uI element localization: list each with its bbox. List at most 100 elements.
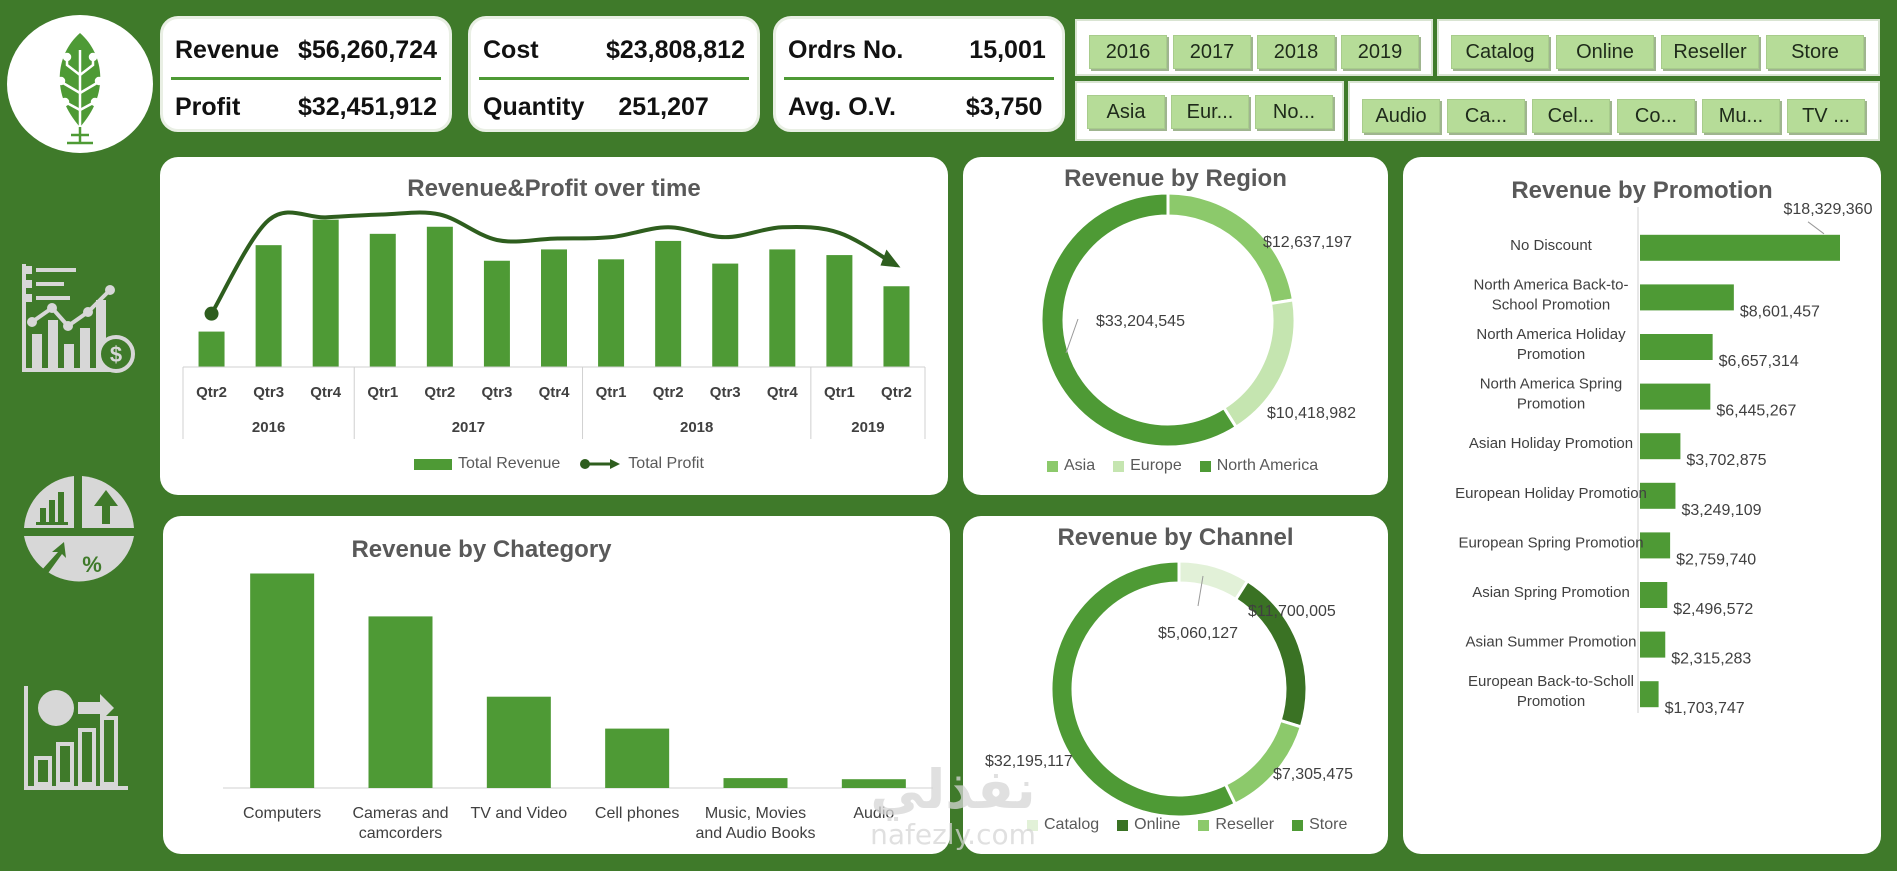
promotion-value-label: $2,759,740 xyxy=(1676,551,1756,568)
region-data-label: $33,204,545 xyxy=(1096,313,1185,330)
category-slicer: Audio Ca... Cel... Co... Mu... TV ... xyxy=(1348,81,1880,141)
revenue-bar xyxy=(655,240,682,367)
slicer-channel-reseller[interactable]: Reseller xyxy=(1661,35,1759,69)
promotion-bar xyxy=(1640,383,1711,410)
promotion-bar xyxy=(1640,234,1840,261)
financial-chart-icon[interactable]: $ xyxy=(18,260,138,380)
channel-donut-chart: $5,060,127 $11,700,005 $7,305,475 $32,195,1… xyxy=(985,559,1353,819)
legend-asia: Asia xyxy=(1064,457,1096,474)
slicer-region-asia[interactable]: Asia xyxy=(1087,95,1165,129)
pie-growth-icon[interactable]: % xyxy=(18,472,138,592)
category-bar-chart: Computers Cameras and camcorders TV and Vid… xyxy=(223,573,933,842)
category-bar xyxy=(250,573,315,788)
region-slice xyxy=(1039,191,1239,449)
channel-chart-panel: Revenue by Channel $5,060,127 $11,700,005… xyxy=(963,516,1388,854)
promotion-value-label: $8,601,457 xyxy=(1740,303,1820,320)
channel-data-label: $5,060,127 xyxy=(1158,625,1238,642)
promotion-label: Asian Summer Promotion xyxy=(1466,634,1637,651)
revenue-bar xyxy=(198,331,225,367)
slicer-channel-online[interactable]: Online xyxy=(1556,35,1654,69)
time-chart: Qtr2 Qtr3 Qtr4 Qtr1 Qtr2 Qtr3 Qtr4 Qtr1 Qtr2 Qtr3… xyxy=(182,210,926,439)
legend-swatch-online xyxy=(1117,819,1129,831)
promotion-value-label: $2,315,283 xyxy=(1671,651,1751,668)
category-label: Cameras and camcorders xyxy=(352,805,448,842)
channel-data-label: $7,305,475 xyxy=(1273,766,1353,783)
company-logo xyxy=(7,15,153,153)
region-data-label: $10,418,982 xyxy=(1267,405,1356,422)
slicer-category-tv[interactable]: TV ... xyxy=(1787,99,1865,133)
quarter-label: Qtr2 xyxy=(881,384,912,401)
legend-swatch-profit xyxy=(580,459,621,469)
year-label: 2017 xyxy=(452,419,485,436)
profit-value: $32,451,912 xyxy=(297,92,437,121)
slicer-category-computers[interactable]: Co... xyxy=(1617,99,1695,133)
promotion-value-label: $6,657,314 xyxy=(1719,353,1799,370)
kpi-divider xyxy=(171,77,441,80)
revenue-label: Revenue xyxy=(175,35,280,64)
kpi-card-cost-quantity: Cost $23,808,812 Quantity 251,207 xyxy=(468,16,760,132)
promotion-value-label: $6,445,267 xyxy=(1716,403,1796,420)
quarter-label: Qtr3 xyxy=(710,384,741,401)
category-bar xyxy=(368,616,433,788)
channel-chart-title: Revenue by Channel xyxy=(1057,524,1294,551)
region-chart-title: Revenue by Region xyxy=(1064,165,1287,192)
region-data-label: $12,637,197 xyxy=(1263,234,1352,251)
legend-profit: Total Profit xyxy=(628,455,704,472)
quarter-label: Qtr3 xyxy=(253,384,284,401)
slicer-channel-store[interactable]: Store xyxy=(1766,35,1864,69)
slicer-category-cameras[interactable]: Ca... xyxy=(1447,99,1525,133)
kpi-card-orders-aov: Ordrs No. 15,001 Avg. O.V. $3,750 xyxy=(773,16,1065,132)
category-bar xyxy=(605,728,670,788)
slicer-year-2017[interactable]: 2017 xyxy=(1173,35,1251,69)
kpi-divider xyxy=(479,77,749,80)
promotion-label: North America Back-to-School Promotion xyxy=(1473,276,1628,313)
promotion-value-label: $1,703,747 xyxy=(1665,700,1745,717)
watermark: نفذلي nafezly.com xyxy=(838,760,1068,870)
region-slicer: Asia Eur... No... xyxy=(1075,81,1344,141)
slicer-category-cell-phones[interactable]: Cel... xyxy=(1532,99,1610,133)
revenue-bar xyxy=(369,233,396,367)
promotion-bar xyxy=(1640,631,1666,658)
revenue-bar xyxy=(255,245,282,367)
slicer-year-2019[interactable]: 2019 xyxy=(1341,35,1419,69)
promotion-bar xyxy=(1640,482,1676,509)
legend-revenue: Total Revenue xyxy=(458,455,561,472)
region-chart-panel: Revenue by Region $12,637,197 $10,418,982… xyxy=(963,157,1388,495)
quarter-label: Qtr2 xyxy=(653,384,684,401)
svg-text:$: $ xyxy=(110,342,122,367)
slicer-year-2018[interactable]: 2018 xyxy=(1257,35,1335,69)
promotion-label: European Back-to-Scholl Promotion xyxy=(1468,673,1634,710)
region-legend: Asia Europe North America xyxy=(1047,457,1318,475)
channel-slice xyxy=(1177,559,1250,602)
promotion-label: European Holiday Promotion xyxy=(1455,485,1647,502)
category-chart-title: Revenue by Chategory xyxy=(351,536,612,563)
slicer-year-2016[interactable]: 2016 xyxy=(1089,35,1167,69)
orders-label: Ordrs No. xyxy=(788,35,904,64)
slicer-category-music[interactable]: Mu... xyxy=(1702,99,1780,133)
year-label: 2018 xyxy=(680,419,713,436)
slicer-region-europe[interactable]: Eur... xyxy=(1171,95,1249,129)
legend-swatch-catalog xyxy=(1027,819,1038,831)
revenue-value: $56,260,724 xyxy=(297,35,437,64)
promotion-bar xyxy=(1640,334,1713,360)
quantity-label: Quantity xyxy=(483,92,585,121)
revenue-bar xyxy=(541,249,567,367)
promotion-value-label: $18,329,360 xyxy=(1784,201,1873,218)
profit-line-start-marker xyxy=(204,306,219,321)
revenue-bar xyxy=(426,226,453,367)
category-bar xyxy=(723,778,788,788)
profit-line-end-arrow xyxy=(880,249,901,268)
legend-store: Store xyxy=(1309,816,1348,833)
quantity-value: 251,207 xyxy=(618,92,709,121)
channel-slicer: Catalog Online Reseller Store xyxy=(1437,19,1880,76)
revenue-bar xyxy=(598,259,625,367)
legend-north-america: North America xyxy=(1216,457,1319,474)
analytics-icon[interactable] xyxy=(18,682,138,802)
slicer-region-north-america[interactable]: No... xyxy=(1255,95,1333,129)
slicer-category-audio[interactable]: Audio xyxy=(1362,99,1440,133)
promotion-value-label: $3,702,875 xyxy=(1686,452,1766,469)
channel-slice xyxy=(1223,718,1304,807)
watermark-latin: nafezly.com xyxy=(870,818,1036,851)
slicer-channel-catalog[interactable]: Catalog xyxy=(1451,35,1549,69)
promotion-label: European Spring Promotion xyxy=(1458,534,1643,551)
